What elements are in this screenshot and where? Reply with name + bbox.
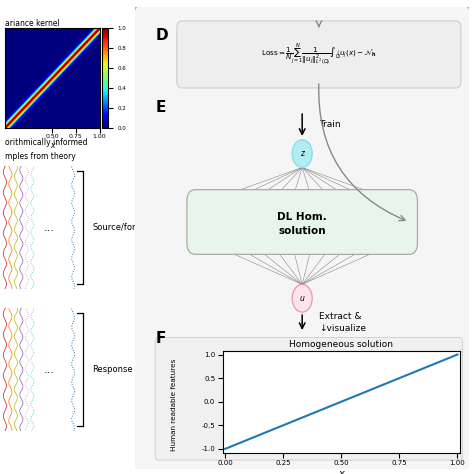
Text: ariance kernel: ariance kernel (5, 19, 60, 28)
Text: ...: ... (43, 365, 54, 375)
Circle shape (292, 284, 312, 312)
Text: Source/forcing: Source/forcing (92, 223, 153, 232)
Text: orithmically informed: orithmically informed (5, 137, 87, 146)
Text: mples from theory: mples from theory (5, 152, 75, 161)
FancyBboxPatch shape (155, 337, 463, 460)
Text: ...: ... (43, 222, 54, 233)
Text: Human readable features: Human readable features (171, 358, 176, 451)
Text: z: z (300, 149, 304, 158)
Text: u: u (300, 294, 305, 303)
Text: ↓visualize: ↓visualize (319, 324, 366, 333)
Title: Homogeneous solution: Homogeneous solution (289, 339, 393, 348)
Text: solution: solution (278, 226, 326, 236)
X-axis label: x: x (338, 469, 344, 474)
Text: Response: Response (92, 365, 133, 374)
FancyBboxPatch shape (133, 5, 471, 474)
Text: Train: Train (319, 120, 340, 129)
FancyBboxPatch shape (187, 190, 418, 255)
FancyBboxPatch shape (177, 21, 461, 88)
Text: E: E (155, 100, 165, 115)
Text: $\mathrm{Loss} = \dfrac{1}{N}\!\sum_{j=1}^{N} \dfrac{1}{\|u_j\|^2_{L^2(\Omega)}}: $\mathrm{Loss} = \dfrac{1}{N}\!\sum_{j=1… (261, 41, 377, 67)
Text: Extract &: Extract & (319, 312, 361, 321)
Text: DL Hom.: DL Hom. (277, 212, 327, 222)
Text: F: F (155, 331, 165, 346)
X-axis label: x: x (50, 141, 55, 150)
Text: D: D (155, 28, 168, 43)
Circle shape (292, 140, 312, 167)
